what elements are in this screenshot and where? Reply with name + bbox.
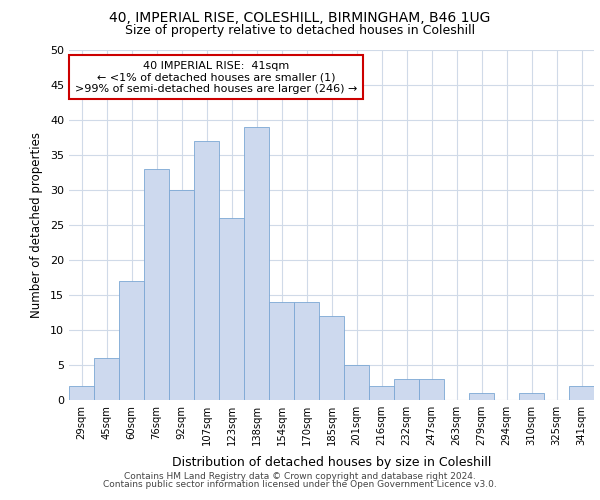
Bar bbox=[369, 386, 394, 400]
Bar bbox=[469, 393, 494, 400]
Bar bbox=[94, 358, 119, 400]
Bar bbox=[319, 316, 344, 400]
Bar bbox=[219, 218, 244, 400]
Bar bbox=[144, 169, 169, 400]
X-axis label: Distribution of detached houses by size in Coleshill: Distribution of detached houses by size … bbox=[172, 456, 491, 469]
Bar bbox=[119, 281, 144, 400]
Y-axis label: Number of detached properties: Number of detached properties bbox=[30, 132, 43, 318]
Bar bbox=[169, 190, 194, 400]
Bar bbox=[344, 365, 369, 400]
Bar bbox=[294, 302, 319, 400]
Bar bbox=[419, 379, 444, 400]
Bar bbox=[69, 386, 94, 400]
Bar bbox=[244, 127, 269, 400]
Bar bbox=[269, 302, 294, 400]
Text: 40, IMPERIAL RISE, COLESHILL, BIRMINGHAM, B46 1UG: 40, IMPERIAL RISE, COLESHILL, BIRMINGHAM… bbox=[109, 11, 491, 25]
Bar bbox=[194, 141, 219, 400]
Text: Size of property relative to detached houses in Coleshill: Size of property relative to detached ho… bbox=[125, 24, 475, 37]
Text: 40 IMPERIAL RISE:  41sqm
← <1% of detached houses are smaller (1)
>99% of semi-d: 40 IMPERIAL RISE: 41sqm ← <1% of detache… bbox=[75, 60, 357, 94]
Bar bbox=[394, 379, 419, 400]
Bar bbox=[519, 393, 544, 400]
Bar bbox=[569, 386, 594, 400]
Text: Contains public sector information licensed under the Open Government Licence v3: Contains public sector information licen… bbox=[103, 480, 497, 489]
Text: Contains HM Land Registry data © Crown copyright and database right 2024.: Contains HM Land Registry data © Crown c… bbox=[124, 472, 476, 481]
